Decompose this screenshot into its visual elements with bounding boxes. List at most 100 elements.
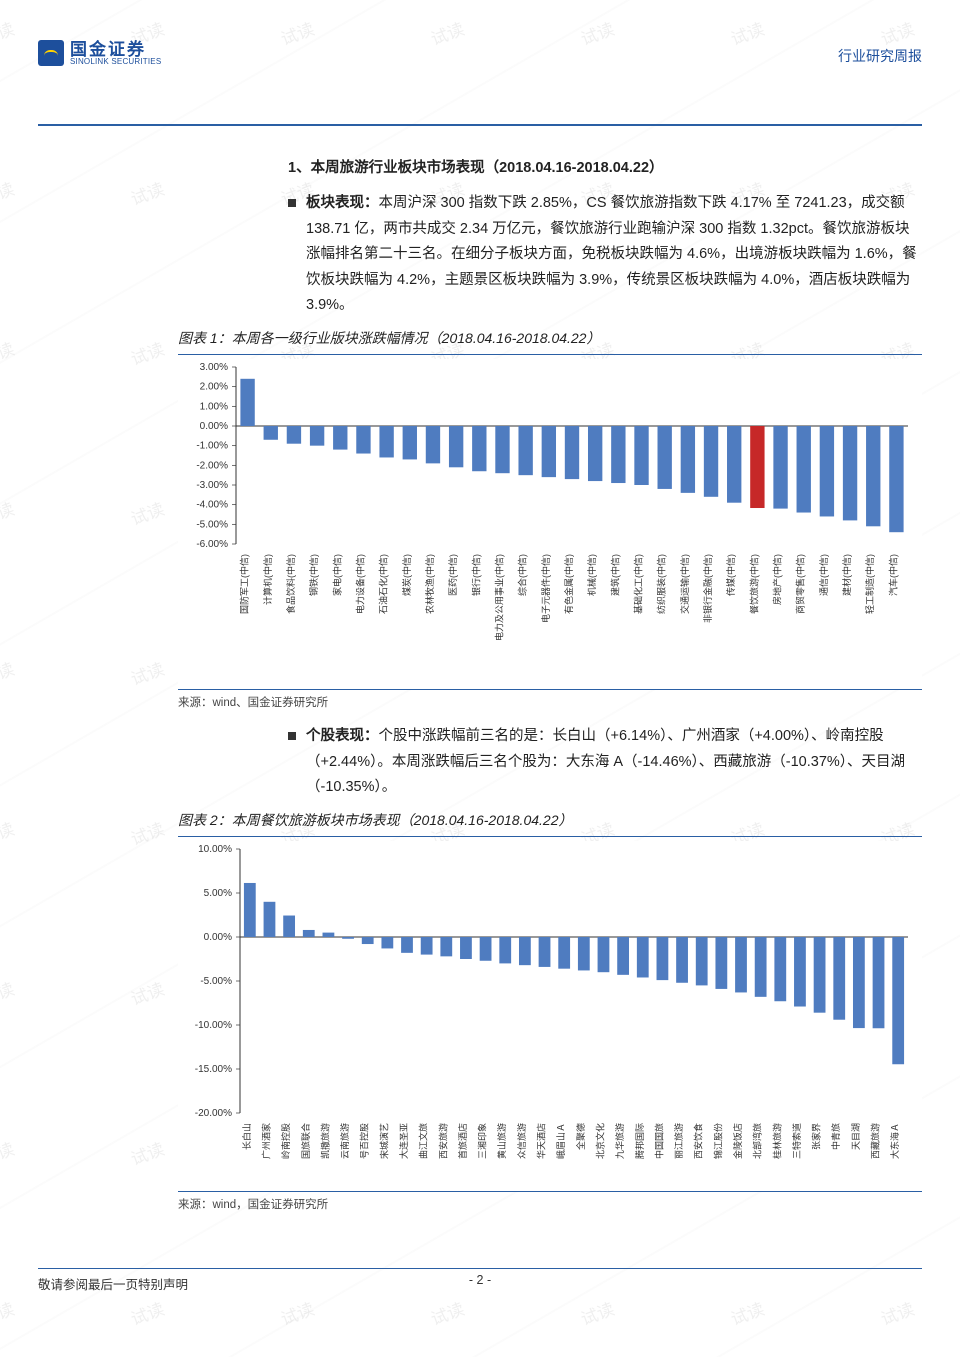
watermark-text: 试读 (0, 1135, 17, 1170)
svg-text:家电(中信): 家电(中信) (331, 554, 342, 596)
section-2-bullet-label: 个股表现： (306, 728, 379, 744)
svg-text:-10.00%: -10.00% (195, 1020, 232, 1031)
watermark-text: 试读 (427, 1295, 468, 1330)
section-1-bullet: 板块表现：本周沪深 300 指数下跌 2.85%，CS 餐饮旅游指数下跌 4.1… (288, 191, 922, 318)
section-2-bullet-text: 个股中涨跌幅前三名的是：长白山（+6.14%）、广州酒家（+4.00%）、岭南控… (306, 728, 905, 795)
figure-2-svg: -20.00%-15.00%-10.00%-5.00%0.00%5.00%10.… (178, 841, 918, 1191)
svg-text:国防军工(中信): 国防军工(中信) (239, 554, 250, 614)
svg-text:汽车(中信): 汽车(中信) (887, 554, 898, 596)
svg-text:建筑(中信): 建筑(中信) (609, 554, 620, 596)
watermark-text: 试读 (0, 1295, 17, 1330)
svg-text:宋城演艺: 宋城演艺 (378, 1123, 389, 1159)
svg-text:岭南控股: 岭南控股 (280, 1123, 291, 1159)
svg-text:0.00%: 0.00% (200, 421, 228, 432)
section-2-body: 个股表现：个股中涨跌幅前三名的是：长白山（+6.14%）、广州酒家（+4.00%… (306, 724, 922, 800)
svg-text:商贸零售(中信): 商贸零售(中信) (795, 554, 806, 614)
logo-en: SINOLINK SECURITIES (70, 58, 161, 66)
svg-text:三特索道: 三特索道 (791, 1123, 802, 1159)
bullet-square-icon (288, 732, 296, 740)
watermark-text: 试读 (277, 1295, 318, 1330)
logo-badge-icon (38, 40, 64, 66)
logo-text: 国金证券 SINOLINK SECURITIES (70, 41, 161, 66)
svg-text:农林牧渔(中信): 农林牧渔(中信) (424, 554, 435, 614)
logo: 国金证券 SINOLINK SECURITIES (38, 40, 922, 66)
section-1-title: 1、本周旅游行业板块市场表现（2018.04.16-2018.04.22） (288, 156, 922, 181)
svg-text:首旅酒店: 首旅酒店 (457, 1123, 468, 1159)
svg-text:-20.00%: -20.00% (195, 1108, 232, 1119)
svg-text:交通运输(中信): 交通运输(中信) (679, 554, 690, 614)
svg-text:食品饮料(中信): 食品饮料(中信) (285, 554, 296, 614)
svg-text:机械(中信): 机械(中信) (586, 554, 597, 596)
figure-2-chart: -20.00%-15.00%-10.00%-5.00%0.00%5.00%10.… (178, 841, 922, 1191)
svg-text:全聚德: 全聚德 (575, 1123, 586, 1150)
watermark-text: 试读 (0, 975, 17, 1010)
figure-1-top-rule (178, 354, 922, 355)
footer-disclaimer: 敬请参阅最后一页特别声明 (38, 1274, 188, 1293)
svg-text:3.00%: 3.00% (200, 362, 228, 373)
page-frame: 国金证券 SINOLINK SECURITIES 行业研究周报 1、本周旅游行业… (38, 40, 922, 1297)
svg-text:-4.00%: -4.00% (196, 500, 228, 511)
svg-text:国旅联合: 国旅联合 (300, 1123, 311, 1159)
watermark-text: 试读 (727, 1295, 768, 1330)
bullet-square-icon (288, 199, 296, 207)
svg-text:-5.00%: -5.00% (196, 520, 228, 531)
svg-text:传媒(中信): 传媒(中信) (725, 554, 736, 596)
figure-1-caption: 图表 1：本周各一级行业版块涨跌幅情况（2018.04.16-2018.04.2… (178, 328, 922, 348)
svg-text:凯撒旅游: 凯撒旅游 (319, 1123, 330, 1159)
figure-2-top-rule (178, 836, 922, 837)
svg-text:九华旅游: 九华旅游 (614, 1123, 625, 1159)
figure-1-chart: -6.00%-5.00%-4.00%-3.00%-2.00%-1.00%0.00… (178, 359, 922, 689)
svg-text:5.00%: 5.00% (204, 888, 232, 899)
section-2: 个股表现：个股中涨跌幅前三名的是：长白山（+6.14%）、广州酒家（+4.00%… (288, 724, 922, 800)
svg-text:锦江股份: 锦江股份 (712, 1123, 723, 1159)
svg-text:众信旅游: 众信旅游 (516, 1123, 527, 1159)
section-1-body: 板块表现：本周沪深 300 指数下跌 2.85%，CS 餐饮旅游指数下跌 4.1… (306, 191, 922, 318)
svg-text:北京文化: 北京文化 (594, 1123, 605, 1159)
section-1: 1、本周旅游行业板块市场表现（2018.04.16-2018.04.22） 板块… (288, 156, 922, 318)
watermark-text: 试读 (0, 175, 17, 210)
svg-text:电子元器件(中信): 电子元器件(中信) (540, 554, 551, 623)
svg-text:大东海Ａ: 大东海Ａ (889, 1123, 900, 1159)
svg-text:钢铁(中信): 钢铁(中信) (308, 554, 319, 596)
svg-text:2.00%: 2.00% (200, 382, 228, 393)
header: 国金证券 SINOLINK SECURITIES 行业研究周报 (38, 40, 922, 82)
svg-text:10.00%: 10.00% (198, 844, 232, 855)
svg-text:餐饮旅游(中信): 餐饮旅游(中信) (748, 554, 759, 614)
svg-text:西藏旅游: 西藏旅游 (870, 1123, 881, 1159)
svg-text:北部湾旅: 北部湾旅 (752, 1123, 763, 1159)
svg-text:基础化工(中信): 基础化工(中信) (633, 554, 644, 614)
section-1-bullet-text: 本周沪深 300 指数下跌 2.85%，CS 餐饮旅游指数下跌 4.17% 至 … (306, 195, 917, 313)
svg-text:综合(中信): 综合(中信) (517, 554, 528, 596)
svg-text:张家界: 张家界 (811, 1123, 822, 1150)
logo-cn: 国金证券 (70, 41, 161, 58)
watermark-text: 试读 (0, 15, 17, 50)
svg-text:-15.00%: -15.00% (195, 1064, 232, 1075)
svg-text:非银行金融(中信): 非银行金融(中信) (702, 554, 713, 623)
svg-text:黄山旅游: 黄山旅游 (496, 1123, 507, 1159)
svg-text:西安旅游: 西安旅游 (437, 1123, 448, 1159)
svg-text:-2.00%: -2.00% (196, 461, 228, 472)
figure-2-bottom-rule (178, 1191, 922, 1192)
watermark-text: 试读 (0, 655, 17, 690)
svg-text:通信(中信): 通信(中信) (818, 554, 829, 596)
watermark-text: 试读 (0, 815, 17, 850)
svg-text:曲江文旅: 曲江文旅 (418, 1123, 429, 1159)
svg-text:西安饮食: 西安饮食 (693, 1123, 704, 1159)
svg-text:三湘印象: 三湘印象 (477, 1123, 488, 1159)
svg-text:轻工制造(中信): 轻工制造(中信) (864, 554, 875, 614)
svg-text:天目湖: 天目湖 (851, 1123, 861, 1150)
figure-2-source: 来源：wind，国金证券研究所 (178, 1196, 922, 1212)
svg-text:大连圣亚: 大连圣亚 (398, 1123, 409, 1159)
svg-text:建材(中信): 建材(中信) (841, 554, 852, 596)
page-number: - 2 - (469, 1273, 491, 1287)
svg-text:云南旅游: 云南旅游 (339, 1123, 350, 1159)
document-type: 行业研究周报 (838, 46, 922, 66)
svg-text:腾邦国际: 腾邦国际 (634, 1123, 645, 1159)
figure-1-bottom-rule (178, 689, 922, 690)
watermark-text: 试读 (127, 1295, 168, 1330)
svg-text:银行(中信): 银行(中信) (470, 554, 481, 596)
watermark-text: 试读 (577, 1295, 618, 1330)
svg-text:0.00%: 0.00% (204, 932, 232, 943)
svg-text:峨眉山Ａ: 峨眉山Ａ (555, 1123, 566, 1159)
svg-text:-6.00%: -6.00% (196, 539, 228, 550)
